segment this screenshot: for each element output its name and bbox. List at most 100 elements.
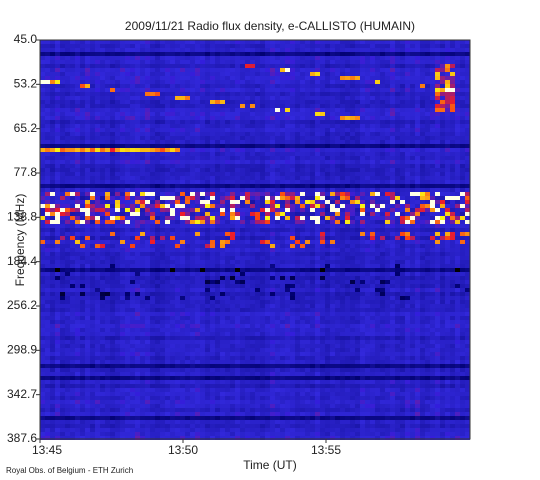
spectrogram-cell (235, 236, 240, 240)
spectrogram-cell (90, 108, 95, 112)
spectrogram-cell (285, 104, 290, 108)
spectrogram-cell (120, 160, 125, 164)
spectrogram-cell (335, 172, 340, 176)
spectrogram-cell (210, 68, 215, 72)
spectrogram-cell (290, 244, 295, 248)
spectrogram-cell (355, 92, 360, 96)
spectrogram-cell (175, 112, 180, 116)
spectrogram-cell (360, 60, 365, 64)
spectrogram-cell (50, 88, 55, 92)
spectrogram-cell (250, 140, 255, 144)
spectrogram-cell (110, 56, 115, 60)
spectrogram-cell (215, 52, 220, 56)
spectrogram-cell (310, 208, 315, 212)
spectrogram-cell (210, 268, 215, 272)
spectrogram-cell (215, 168, 220, 172)
spectrogram-cell (255, 196, 260, 200)
spectrogram-cell (200, 148, 205, 152)
spectrogram-cell (230, 72, 235, 76)
spectrogram-cell (135, 156, 140, 160)
spectrogram-cell (40, 72, 45, 76)
spectrogram-cell (400, 120, 405, 124)
spectrogram-cell (140, 112, 145, 116)
spectrogram-cell (375, 224, 380, 228)
spectrogram-cell (290, 196, 295, 200)
spectrogram-cell (250, 92, 255, 96)
spectrogram-cell (275, 176, 280, 180)
spectrogram-cell (275, 112, 280, 116)
spectrogram-cell (355, 80, 360, 84)
spectrogram-cell (280, 252, 285, 256)
spectrogram-cell (130, 224, 135, 228)
spectrogram-cell (180, 88, 185, 92)
spectrogram-cell (460, 96, 465, 100)
spectrogram-cell (285, 72, 290, 76)
spectrogram-cell (175, 60, 180, 64)
spectrogram-cell (380, 228, 385, 232)
spectrogram-cell (375, 128, 380, 132)
spectrogram-cell (70, 52, 75, 56)
spectrogram-cell (450, 108, 455, 112)
spectrogram-cell (115, 192, 120, 196)
spectrogram-cell (235, 180, 240, 184)
spectrogram-cell (155, 208, 160, 212)
spectrogram-cell (355, 192, 360, 196)
spectrogram-cell (400, 116, 405, 120)
spectrogram-cell (265, 64, 270, 68)
spectrogram-cell (85, 128, 90, 132)
spectrogram-cell (70, 188, 75, 192)
spectrogram-cell (320, 196, 325, 200)
spectrogram-cell (340, 88, 345, 92)
spectrogram-cell (55, 76, 60, 80)
spectrogram-cell (85, 104, 90, 108)
spectrogram-cell (430, 100, 435, 104)
spectrogram-cell (100, 72, 105, 76)
spectrogram-cell (385, 80, 390, 84)
spectrogram-cell (135, 128, 140, 132)
spectrogram-cell (320, 176, 325, 180)
spectrogram-cell (45, 244, 50, 248)
spectrogram-cell (450, 188, 455, 192)
spectrogram-cell (135, 248, 140, 252)
spectrogram-cell (430, 180, 435, 184)
spectrogram-cell (170, 104, 175, 108)
spectrogram-cell (120, 264, 125, 268)
spectrogram-cell (430, 56, 435, 60)
spectrogram-cell (80, 224, 85, 228)
spectrogram-cell (180, 204, 185, 208)
spectrogram-cell (395, 268, 400, 272)
spectrogram-cell (105, 48, 110, 52)
spectrogram-cell (55, 208, 60, 212)
spectrogram-cell (225, 108, 230, 112)
spectrogram-cell (55, 264, 60, 268)
spectrogram-cell (285, 44, 290, 48)
spectrogram-cell (280, 112, 285, 116)
spectrogram-cell (145, 200, 150, 204)
spectrogram-cell (70, 248, 75, 252)
spectrogram-cell (360, 244, 365, 248)
spectrogram-cell (305, 72, 310, 76)
spectrogram-cell (365, 136, 370, 140)
spectrogram-cell (150, 96, 155, 100)
spectrogram-cell (220, 204, 225, 208)
spectrogram-cell (300, 48, 305, 52)
spectrogram-cell (350, 204, 355, 208)
spectrogram-cell (225, 136, 230, 140)
spectrogram-cell (160, 116, 165, 120)
spectrogram-cell (265, 232, 270, 236)
spectrogram-cell (405, 136, 410, 140)
spectrogram-cell (405, 56, 410, 60)
spectrogram-cell (345, 236, 350, 240)
spectrogram-cell (330, 120, 335, 124)
spectrogram-cell (330, 248, 335, 252)
spectrogram-cell (410, 268, 415, 272)
spectrogram-cell (140, 72, 145, 76)
spectrogram-cell (230, 220, 235, 224)
spectrogram-cell (285, 96, 290, 100)
spectrogram-cell (120, 92, 125, 96)
spectrogram-cell (195, 264, 200, 268)
spectrogram-cell (355, 72, 360, 76)
spectrogram-cell (420, 232, 425, 236)
spectrogram-cell (200, 268, 205, 272)
spectrogram-cell (460, 76, 465, 80)
